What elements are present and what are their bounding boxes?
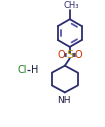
Text: S: S: [66, 50, 73, 60]
Text: CH₃: CH₃: [63, 1, 79, 10]
Text: O: O: [75, 50, 83, 60]
Text: Cl: Cl: [18, 65, 27, 75]
Text: O: O: [57, 50, 65, 60]
Text: H: H: [31, 65, 38, 75]
Text: NH: NH: [57, 96, 71, 105]
